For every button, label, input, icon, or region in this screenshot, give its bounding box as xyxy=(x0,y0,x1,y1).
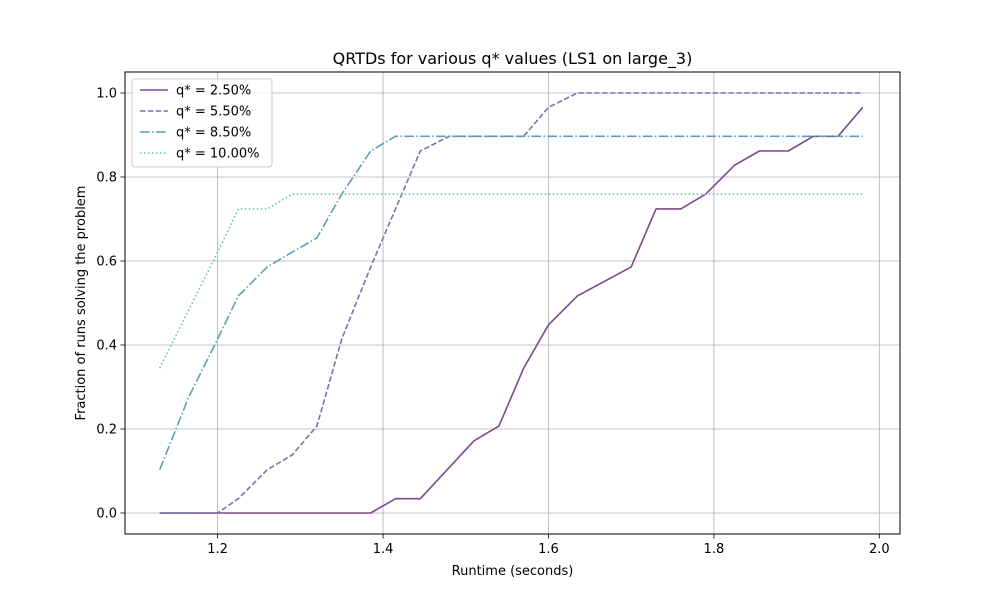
y-tick-label: 0.0 xyxy=(96,507,117,522)
x-tick-label: 2.0 xyxy=(869,542,890,557)
y-axis-label: Fraction of runs solving the problem xyxy=(74,186,89,421)
series-line xyxy=(159,106,864,514)
axis-ticks: 1.2 1.4 1.6 1.8 2.0 0.0 0.2 0.4 0.6 0.8 1.0 xyxy=(96,87,889,558)
x-tick-label: 1.8 xyxy=(704,542,725,557)
y-tick-label: 1.0 xyxy=(96,87,117,102)
x-tick-label: 1.6 xyxy=(538,542,559,557)
y-tick-label: 0.8 xyxy=(96,171,117,186)
series-lines xyxy=(158,92,864,514)
y-tick-label: 0.4 xyxy=(96,339,117,354)
y-tick-label: 0.6 xyxy=(96,255,117,270)
series-line xyxy=(158,135,863,470)
x-tick-label: 1.2 xyxy=(207,542,228,557)
x-axis-label: Runtime (seconds) xyxy=(452,564,574,579)
legend-box xyxy=(131,78,273,168)
x-tick-label: 1.4 xyxy=(373,542,394,557)
legend-label: q* = 2.50% xyxy=(176,84,251,99)
legend-label: q* = 8.50% xyxy=(176,126,251,141)
y-tick-label: 0.2 xyxy=(96,423,117,438)
legend-label: q* = 5.50% xyxy=(176,105,251,120)
series-line xyxy=(159,92,863,514)
chart-title: QRTDs for various q* values (LS1 on larg… xyxy=(333,49,693,69)
legend: q* = 2.50% q* = 5.50% q* = 8.50% q* = 10.00… xyxy=(131,78,273,168)
series-line xyxy=(158,193,863,369)
legend-label: q* = 10.00% xyxy=(176,147,259,162)
plot-area-frame xyxy=(124,71,901,535)
